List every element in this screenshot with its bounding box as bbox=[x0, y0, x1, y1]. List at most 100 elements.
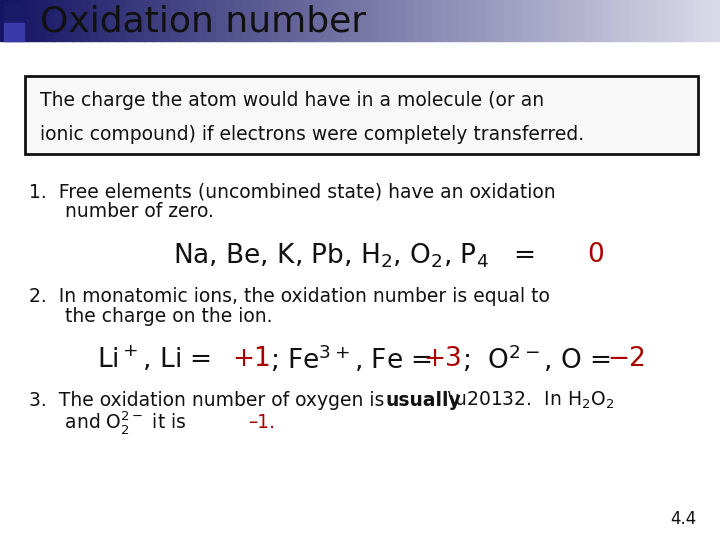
Bar bbox=[36, 0, 46, 40]
Bar bbox=[342, 0, 353, 40]
Bar bbox=[594, 0, 604, 40]
Bar bbox=[675, 0, 685, 40]
Bar bbox=[459, 0, 469, 40]
Text: ; Fe$^{3+}$, Fe =: ; Fe$^{3+}$, Fe = bbox=[270, 343, 435, 375]
Bar bbox=[162, 0, 173, 40]
Bar bbox=[18, 0, 29, 40]
Bar bbox=[135, 0, 145, 40]
Text: ;  O$^{2-}$, O =: ; O$^{2-}$, O = bbox=[462, 343, 613, 375]
Bar bbox=[189, 0, 199, 40]
Bar bbox=[540, 0, 550, 40]
Bar bbox=[81, 0, 91, 40]
Text: the charge on the ion.: the charge on the ion. bbox=[29, 307, 272, 327]
Bar bbox=[4, 2, 24, 22]
Text: ionic compound) if electrons were completely transferred.: ionic compound) if electrons were comple… bbox=[40, 125, 584, 144]
Bar bbox=[558, 0, 569, 40]
Bar bbox=[315, 0, 325, 40]
Text: The charge the atom would have in a molecule (or an: The charge the atom would have in a mole… bbox=[40, 91, 544, 110]
Bar bbox=[684, 0, 694, 40]
Bar bbox=[54, 0, 65, 40]
Bar bbox=[63, 0, 73, 40]
Text: 2.  In monatomic ions, the oxidation number is equal to: 2. In monatomic ions, the oxidation numb… bbox=[29, 287, 549, 307]
Bar bbox=[576, 0, 586, 40]
Bar bbox=[369, 0, 379, 40]
Bar bbox=[702, 0, 712, 40]
Bar bbox=[72, 0, 82, 40]
Bar bbox=[513, 0, 523, 40]
Bar bbox=[351, 0, 361, 40]
Bar bbox=[45, 0, 55, 40]
Bar bbox=[4, 23, 24, 40]
Bar bbox=[252, 0, 262, 40]
Bar bbox=[234, 0, 245, 40]
Bar bbox=[621, 0, 631, 40]
Bar bbox=[126, 0, 137, 40]
Bar bbox=[378, 0, 389, 40]
Bar bbox=[180, 0, 190, 40]
Bar bbox=[423, 0, 433, 40]
Text: Li$^+$, Li =: Li$^+$, Li = bbox=[97, 345, 214, 374]
Bar bbox=[0, 0, 11, 40]
Text: Oxidation number: Oxidation number bbox=[40, 4, 366, 38]
Text: 0: 0 bbox=[587, 242, 603, 268]
Text: \u20132.  In H$_2$O$_2$: \u20132. In H$_2$O$_2$ bbox=[442, 390, 614, 411]
Bar bbox=[225, 0, 235, 40]
Bar bbox=[9, 0, 19, 40]
Bar bbox=[405, 0, 415, 40]
Bar bbox=[693, 0, 703, 40]
Bar bbox=[441, 0, 451, 40]
Bar bbox=[666, 0, 677, 40]
FancyBboxPatch shape bbox=[25, 76, 698, 154]
Text: number of zero.: number of zero. bbox=[29, 202, 214, 221]
Bar bbox=[396, 0, 407, 40]
Bar bbox=[495, 0, 505, 40]
Bar bbox=[711, 0, 720, 40]
Bar bbox=[324, 0, 334, 40]
Bar bbox=[153, 0, 163, 40]
Bar bbox=[531, 0, 541, 40]
Text: +1: +1 bbox=[232, 346, 271, 372]
Bar bbox=[432, 0, 442, 40]
Bar bbox=[648, 0, 658, 40]
Text: 3.  The oxidation number of oxygen is: 3. The oxidation number of oxygen is bbox=[29, 391, 390, 410]
Text: +3: +3 bbox=[423, 346, 462, 372]
Bar bbox=[603, 0, 613, 40]
Bar bbox=[198, 0, 209, 40]
Bar bbox=[99, 0, 109, 40]
Bar bbox=[261, 0, 271, 40]
Text: 1.  Free elements (uncombined state) have an oxidation: 1. Free elements (uncombined state) have… bbox=[29, 182, 555, 201]
Bar bbox=[477, 0, 487, 40]
Bar bbox=[243, 0, 253, 40]
Text: Na, Be, K, Pb, H$_2$, O$_2$, P$_4$   =: Na, Be, K, Pb, H$_2$, O$_2$, P$_4$ = bbox=[174, 241, 546, 269]
Bar bbox=[171, 0, 181, 40]
Bar bbox=[360, 0, 370, 40]
Bar bbox=[306, 0, 317, 40]
Bar bbox=[297, 0, 307, 40]
Bar bbox=[585, 0, 595, 40]
Bar bbox=[117, 0, 127, 40]
Text: −2: −2 bbox=[607, 346, 646, 372]
Bar bbox=[288, 0, 299, 40]
Bar bbox=[504, 0, 514, 40]
Bar bbox=[144, 0, 154, 40]
Bar bbox=[207, 0, 217, 40]
Bar bbox=[216, 0, 226, 40]
Bar bbox=[468, 0, 478, 40]
Bar bbox=[279, 0, 289, 40]
Text: 4.4: 4.4 bbox=[671, 510, 697, 528]
Bar bbox=[270, 0, 281, 40]
Text: –1.: –1. bbox=[248, 413, 274, 432]
Bar bbox=[657, 0, 667, 40]
Bar bbox=[450, 0, 461, 40]
Bar bbox=[414, 0, 424, 40]
Bar bbox=[90, 0, 101, 40]
Bar bbox=[108, 0, 119, 40]
Bar bbox=[567, 0, 577, 40]
Bar bbox=[630, 0, 641, 40]
Bar bbox=[387, 0, 397, 40]
Bar bbox=[27, 0, 37, 40]
Bar bbox=[612, 0, 622, 40]
Text: usually: usually bbox=[385, 391, 461, 410]
Text: and O$_2^{2-}$ it is: and O$_2^{2-}$ it is bbox=[29, 409, 193, 436]
Bar bbox=[549, 0, 559, 40]
